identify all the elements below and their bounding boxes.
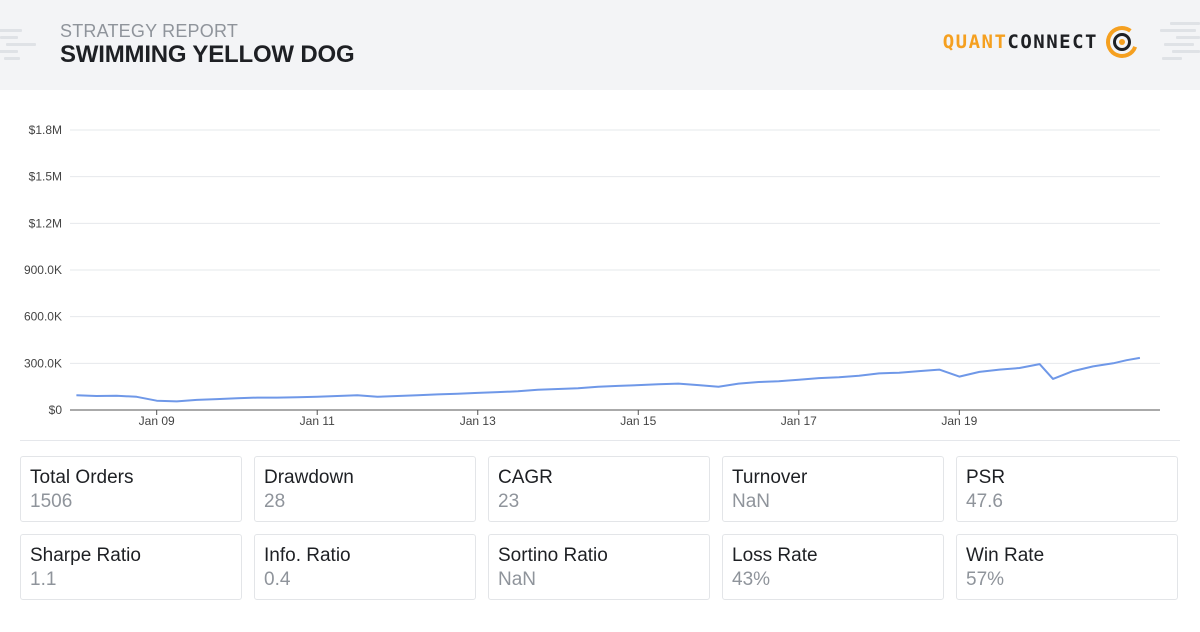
header-decoration-right — [1160, 0, 1200, 90]
metric-value: 0.4 — [264, 569, 291, 590]
metric-label: Turnover — [732, 467, 808, 488]
y-tick-label: 300.0K — [24, 356, 62, 370]
header-decoration-left — [0, 0, 40, 90]
metric-value: 28 — [264, 491, 286, 512]
logo-text-connect: CONNECT — [1007, 31, 1098, 53]
metric-label: Win Rate — [966, 545, 1045, 566]
metric-value: 1506 — [30, 491, 73, 512]
metric-value: 1.1 — [30, 569, 57, 590]
metric-label: Info. Ratio — [264, 545, 351, 566]
metric-card-sortino-ratio: Sortino Ratio NaN — [488, 534, 710, 600]
report-header: STRATEGY REPORT SWIMMING YELLOW DOG QUAN… — [0, 0, 1200, 90]
metric-card-sharpe-ratio: Sharpe Ratio 1.1 — [20, 534, 242, 600]
metric-value: 43% — [732, 569, 771, 590]
metric-value: 23 — [498, 491, 520, 512]
y-tick-label: $1.8M — [29, 123, 62, 137]
logo-text-quant: QUANT — [942, 31, 1008, 53]
metric-card-cagr: CAGR 23 — [488, 456, 710, 522]
x-tick-label: Jan 09 — [139, 414, 175, 428]
strategy-title: SWIMMING YELLOW DOG — [60, 41, 355, 68]
x-tick-label: Jan 19 — [941, 414, 977, 428]
metric-value: 57% — [966, 569, 1005, 590]
x-axis-tick-labels: Jan 09 Jan 11 Jan 13 Jan 15 Jan 17 Jan 19 — [139, 410, 978, 428]
metric-label: CAGR — [498, 467, 553, 488]
report-subtitle: STRATEGY REPORT — [60, 21, 239, 41]
metric-label: Loss Rate — [732, 545, 818, 566]
equity-chart: $0 300.0K 600.0K 900.0K $1.2M $1.5M $1.8M Jan … — [24, 123, 1160, 428]
metric-value: 47.6 — [966, 491, 1003, 512]
metric-card-psr: PSR 47.6 — [956, 456, 1178, 522]
y-tick-label: 900.0K — [24, 263, 62, 277]
metric-card-loss-rate: Loss Rate 43% — [722, 534, 944, 600]
metric-label: Total Orders — [30, 467, 134, 488]
metric-label: Sortino Ratio — [498, 545, 608, 566]
quantconnect-logo-icon — [1106, 26, 1138, 58]
metric-label: PSR — [966, 467, 1006, 488]
logo-wordmark: QUANTCONNECT — [943, 31, 1098, 53]
metric-card-turnover: Turnover NaN — [722, 456, 944, 522]
y-tick-label: $1.5M — [29, 170, 62, 184]
y-axis-tick-labels: $0 300.0K 600.0K 900.0K $1.2M $1.5M $1.8M — [24, 123, 62, 417]
x-tick-label: Jan 13 — [460, 414, 496, 428]
chart-gridlines — [70, 129, 1160, 364]
equity-line — [76, 356, 1141, 403]
y-tick-label: $0 — [49, 403, 63, 417]
y-tick-label: 600.0K — [24, 310, 62, 324]
metric-value: NaN — [732, 491, 771, 512]
metric-value: NaN — [498, 569, 537, 590]
section-divider — [20, 440, 1180, 441]
metric-card-drawdown: Drawdown 28 — [254, 456, 476, 522]
metric-card-info-ratio: Info. Ratio 0.4 — [254, 534, 476, 600]
x-tick-label: Jan 17 — [781, 414, 817, 428]
metric-card-total-orders: Total Orders 1506 — [20, 456, 242, 522]
metric-card-win-rate: Win Rate 57% — [956, 534, 1178, 600]
metric-label: Sharpe Ratio — [30, 545, 141, 566]
metric-label: Drawdown — [264, 467, 354, 488]
x-tick-label: Jan 15 — [620, 414, 656, 428]
y-tick-label: $1.2M — [29, 216, 62, 230]
x-tick-label: Jan 11 — [300, 414, 335, 428]
quantconnect-logo[interactable]: QUANTCONNECT — [943, 22, 1140, 62]
